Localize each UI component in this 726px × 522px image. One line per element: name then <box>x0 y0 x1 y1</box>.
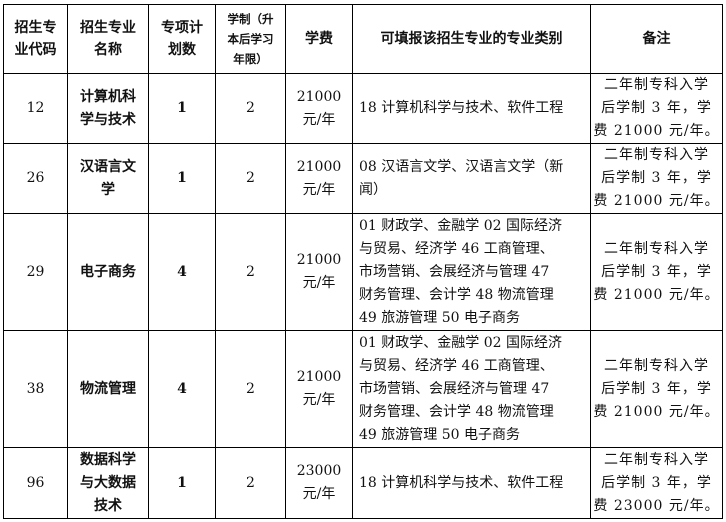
remarks-cell: 二年制专科入学 后学制 3 年，学费 21000 元/年。 <box>590 73 723 144</box>
categories-cell-line: 01 财政学、金融学 02 国际经济 <box>359 334 562 351</box>
plan-count-cell: 1 <box>148 143 216 214</box>
table-row: 29 电子商务 4 2 21000 元/年 01 财政学、金融学 02 国际经济 与贸易、经济… <box>3 213 723 331</box>
header-remarks: 备注 <box>590 4 723 74</box>
duration-cell: 2 <box>215 213 286 331</box>
fee-cell-line: 21000 <box>296 158 342 175</box>
remarks-cell-line: 二年制专科入学 <box>604 451 709 468</box>
fee-cell: 21000 元/年 <box>285 143 353 214</box>
remarks-cell-line: 费 21000 元/年。 <box>593 403 720 420</box>
header-row: 招生专 业代码 招生专业 名称 专项计 划数 学制（升 本后学习 年限） 学费 可填报该招… <box>3 4 723 74</box>
header-duration: 学制（升 本后学习 年限） <box>215 4 286 74</box>
major-name-cell-line: 数据科学 <box>80 451 136 468</box>
remarks-cell-line: 二年制专科入学 <box>604 77 709 93</box>
remarks-cell: 二年制专科入学 后学制 3 年，学费 21000 元/年。 <box>590 143 723 214</box>
categories-cell-line: 财务管理、会计学 48 物流管理 <box>359 403 554 420</box>
remarks-cell-line: 后学制 3 年，学 <box>601 100 712 116</box>
remarks-cell: 二年制专科入学 后学制 3 年，学费 21000 元/年。 <box>590 213 723 331</box>
remarks-cell-line: 后学制 3 年，学 <box>601 380 712 397</box>
major-name-cell-line: 与大数据 <box>80 474 136 491</box>
major-name-cell: 物流管理 <box>67 330 149 448</box>
major-code-cell: 38 <box>3 330 68 448</box>
categories-cell-line: 18 计算机科学与技术、软件工程 <box>359 100 564 116</box>
major-name-cell: 数据科学与大数据技术 <box>67 447 149 519</box>
header-fee: 学费 <box>285 4 353 74</box>
remarks-cell-line: 费 21000 元/年。 <box>593 193 720 209</box>
fee-cell: 23000 元/年 <box>285 447 353 519</box>
fee-cell-line: 元/年 <box>302 181 336 198</box>
remarks-cell-line: 费 23000 元/年。 <box>593 497 720 514</box>
major-code-cell: 26 <box>3 143 68 214</box>
header-code: 招生专 业代码 <box>3 4 68 74</box>
fee-cell: 21000 元/年 <box>285 213 353 331</box>
remarks-cell-line: 二年制专科入学 <box>604 147 709 163</box>
major-name-cell: 汉语言文学 <box>67 143 149 214</box>
admissions-table: 招生专 业代码 招生专业 名称 专项计 划数 学制（升 本后学习 年限） 学费 可填报该招… <box>3 4 723 519</box>
duration-cell: 2 <box>215 73 286 144</box>
fee-cell: 21000 元/年 <box>285 330 353 448</box>
duration-cell: 2 <box>215 330 286 448</box>
table-row: 38 物流管理 4 2 21000 元/年 01 财政学、金融学 02 国际经济 与贸易、经济… <box>3 330 723 448</box>
major-name-cell-line: 物流管理 <box>80 380 136 397</box>
duration-cell: 2 <box>215 143 286 214</box>
remarks-cell-line: 二年制专科入学 <box>604 240 709 257</box>
major-name-cell: 电子商务 <box>67 213 149 331</box>
header-categories: 可填报该招生专业的专业类别 <box>352 4 591 74</box>
remarks-cell-line: 费 21000 元/年。 <box>593 286 720 303</box>
fee-cell-line: 21000 <box>296 252 342 268</box>
remarks-cell-line: 二年制专科入学 <box>604 357 709 374</box>
categories-cell-line: 18 计算机科学与技术、软件工程 <box>359 474 564 491</box>
remarks-cell-line: 后学制 3 年，学 <box>601 263 712 280</box>
major-code-cell: 12 <box>3 73 68 144</box>
categories-cell: 18 计算机科学与技术、软件工程 <box>352 447 591 519</box>
major-name-cell-line: 学与技术 <box>80 111 136 128</box>
duration-cell: 2 <box>215 447 286 519</box>
major-name-cell-line: 学 <box>101 181 115 198</box>
table-row: 26 汉语言文学 1 2 21000 元/年 08 汉语言文学、汉语言文学（新 闻） 二年制专科… <box>3 143 723 214</box>
categories-cell-line: 与贸易、经济学 46 工商管理、 <box>359 357 554 374</box>
categories-cell-line: 市场营销、会展经济与管理 47 <box>359 263 550 280</box>
categories-cell-line: 08 汉语言文学、汉语言文学（新 <box>359 158 564 175</box>
categories-cell: 01 财政学、金融学 02 国际经济 与贸易、经济学 46 工商管理、 市场营销、会… <box>352 213 591 331</box>
categories-cell-line: 49 旅游管理 50 电子商务 <box>359 426 520 443</box>
fee-cell-line: 23000 <box>296 463 342 479</box>
remarks-cell: 二年制专科入学 后学制 3 年，学费 23000 元/年。 <box>590 447 723 519</box>
table-row: 96 数据科学 与大数据 技术 1 2 23000 元/年 18 计算机科学与技术、软件工程 二年… <box>3 447 723 519</box>
major-name-cell-line: 技术 <box>94 497 122 514</box>
fee-cell-line: 21000 <box>296 369 342 385</box>
plan-count-cell: 4 <box>148 330 216 448</box>
categories-cell-line: 与贸易、经济学 46 工商管理、 <box>359 240 554 257</box>
table-row: 12 计算机科 学与技术 1 2 21000 元/年 18 计算机科学与技术、软件工程 二年制专… <box>3 73 723 144</box>
remarks-cell-line: 后学制 3 年，学 <box>601 170 712 186</box>
fee-cell-line: 元/年 <box>302 392 336 408</box>
plan-count-cell: 4 <box>148 213 216 331</box>
categories-cell: 18 计算机科学与技术、软件工程 <box>352 73 591 144</box>
major-name-cell-line: 汉语言文 <box>80 158 136 175</box>
major-code-cell: 29 <box>3 213 68 331</box>
major-name-cell-line: 电子商务 <box>80 263 136 280</box>
categories-cell: 08 汉语言文学、汉语言文学（新 闻） <box>352 143 591 214</box>
categories-cell-line: 闻） <box>359 181 387 198</box>
fee-cell-line: 元/年 <box>302 111 336 128</box>
major-code-cell: 96 <box>3 447 68 519</box>
fee-cell-line: 21000 <box>296 88 342 105</box>
remarks-cell: 二年制专科入学 后学制 3 年，学费 21000 元/年。 <box>590 330 723 448</box>
plan-count-cell: 1 <box>148 73 216 144</box>
categories-cell-line: 49 旅游管理 50 电子商务 <box>359 309 520 326</box>
fee-cell-line: 元/年 <box>302 275 336 291</box>
fee-cell: 21000 元/年 <box>285 73 353 144</box>
header-name: 招生专业 名称 <box>67 4 149 74</box>
major-name-cell: 计算机科 学与技术 <box>67 73 149 144</box>
categories-cell-line: 财务管理、会计学 48 物流管理 <box>359 286 554 303</box>
fee-cell-line: 元/年 <box>302 486 336 502</box>
header-plan: 专项计 划数 <box>148 4 216 74</box>
categories-cell-line: 01 财政学、金融学 02 国际经济 <box>359 217 562 234</box>
plan-count-cell: 1 <box>148 447 216 519</box>
categories-cell: 01 财政学、金融学 02 国际经济 与贸易、经济学 46 工商管理、 市场营销、会… <box>352 330 591 448</box>
major-name-cell-line: 计算机科 <box>80 88 136 105</box>
remarks-cell-line: 费 21000 元/年。 <box>593 123 720 139</box>
categories-cell-line: 市场营销、会展经济与管理 47 <box>359 380 550 397</box>
remarks-cell-line: 后学制 3 年，学 <box>601 474 712 491</box>
